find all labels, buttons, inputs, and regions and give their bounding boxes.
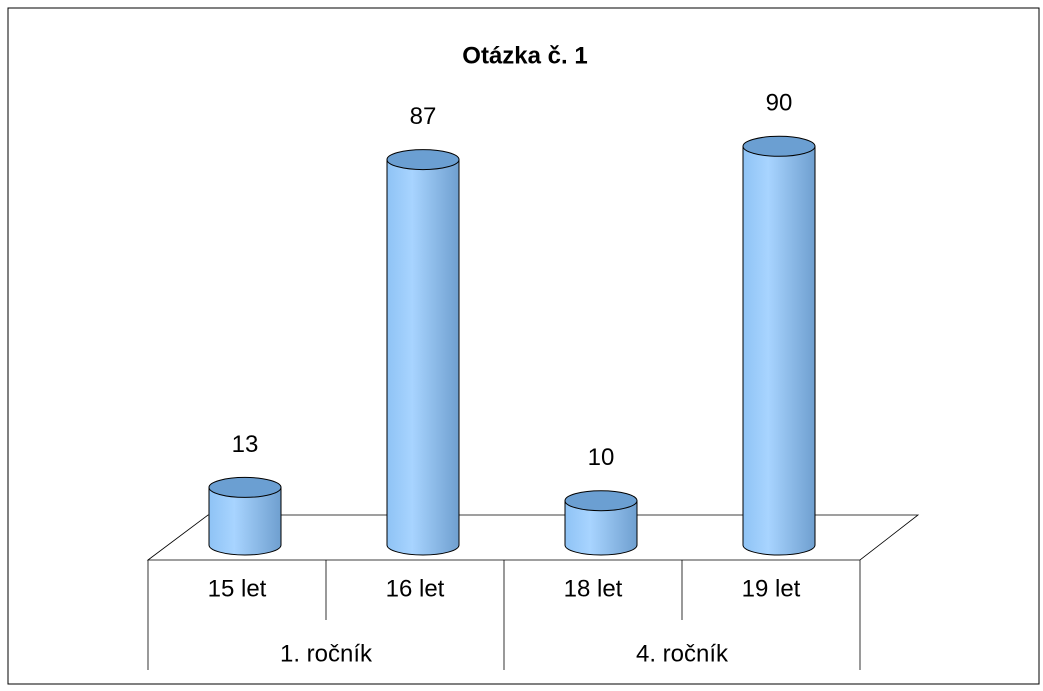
bar	[564, 490, 638, 556]
x-tick-label: 15 let	[208, 575, 267, 602]
group-label: 4. ročník	[636, 640, 729, 667]
cylinder-body	[208, 486, 282, 556]
x-tick-label: 18 let	[564, 575, 623, 602]
data-label: 10	[588, 444, 615, 471]
cylinder-body	[564, 500, 638, 556]
bar	[742, 135, 816, 556]
cylinder-body	[386, 159, 460, 556]
cylinder-top	[742, 135, 816, 157]
bar	[208, 476, 282, 556]
cylinder-body	[742, 145, 816, 556]
chart-title: Otázka č. 1	[462, 42, 587, 69]
group-label: 1. ročník	[280, 640, 373, 667]
cylinder-top	[386, 149, 460, 171]
data-label: 90	[766, 90, 793, 117]
data-label: 13	[232, 431, 259, 458]
category-table	[147, 560, 861, 670]
cylinder-top	[564, 490, 638, 512]
cylinder-top	[208, 476, 282, 498]
x-tick-label: 16 let	[386, 575, 445, 602]
data-label: 87	[410, 103, 437, 130]
bar	[386, 149, 460, 556]
chart-border	[7, 7, 1040, 685]
floor	[146, 514, 920, 561]
x-tick-label: 19 let	[742, 575, 801, 602]
